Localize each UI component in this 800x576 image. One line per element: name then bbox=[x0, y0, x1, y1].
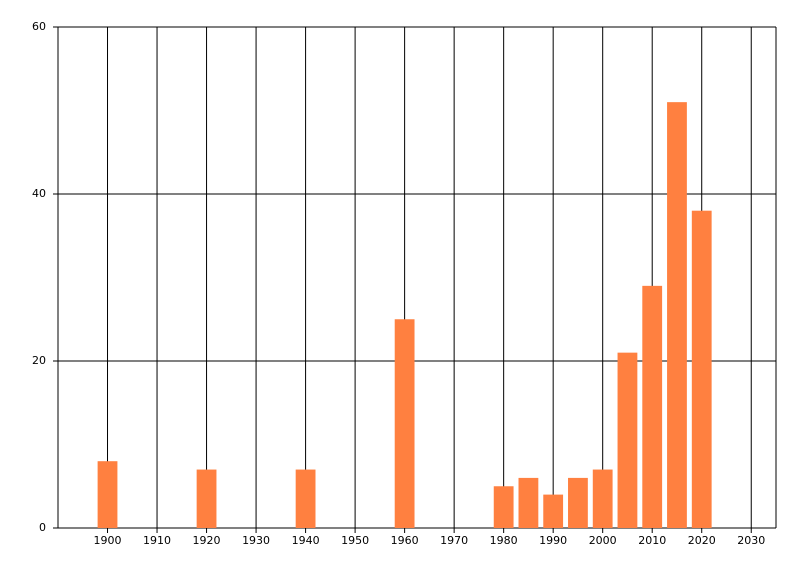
x-tick-label: 1930 bbox=[242, 534, 270, 547]
bar bbox=[592, 469, 613, 528]
bar bbox=[543, 494, 564, 528]
y-tick-label: 0 bbox=[39, 521, 46, 534]
bar bbox=[691, 210, 712, 528]
bar bbox=[518, 477, 539, 528]
x-tick-label: 1960 bbox=[391, 534, 419, 547]
y-tick-label: 60 bbox=[32, 20, 46, 33]
x-tick-label: 2000 bbox=[589, 534, 617, 547]
bar bbox=[568, 477, 588, 528]
x-tick-label: 2010 bbox=[638, 534, 666, 547]
bar bbox=[667, 102, 687, 529]
bar bbox=[617, 352, 638, 528]
y-tick-label: 40 bbox=[32, 187, 46, 200]
bar bbox=[493, 486, 514, 528]
x-tick-label: 1920 bbox=[193, 534, 221, 547]
x-tick-label: 2020 bbox=[688, 534, 716, 547]
x-tick-label: 1940 bbox=[292, 534, 320, 547]
y-tick-label: 20 bbox=[32, 354, 46, 367]
x-tick-label: 1900 bbox=[94, 534, 122, 547]
x-tick-label: 1950 bbox=[341, 534, 369, 547]
x-tick-label: 1910 bbox=[143, 534, 171, 547]
x-tick-label: 1990 bbox=[539, 534, 567, 547]
bar bbox=[97, 461, 118, 528]
bar bbox=[642, 285, 663, 528]
x-tick-label: 2030 bbox=[737, 534, 765, 547]
bar bbox=[394, 319, 415, 528]
bar bbox=[295, 469, 316, 528]
x-tick-label: 1980 bbox=[490, 534, 518, 547]
x-tick-label: 1970 bbox=[440, 534, 468, 547]
bar bbox=[196, 469, 217, 528]
